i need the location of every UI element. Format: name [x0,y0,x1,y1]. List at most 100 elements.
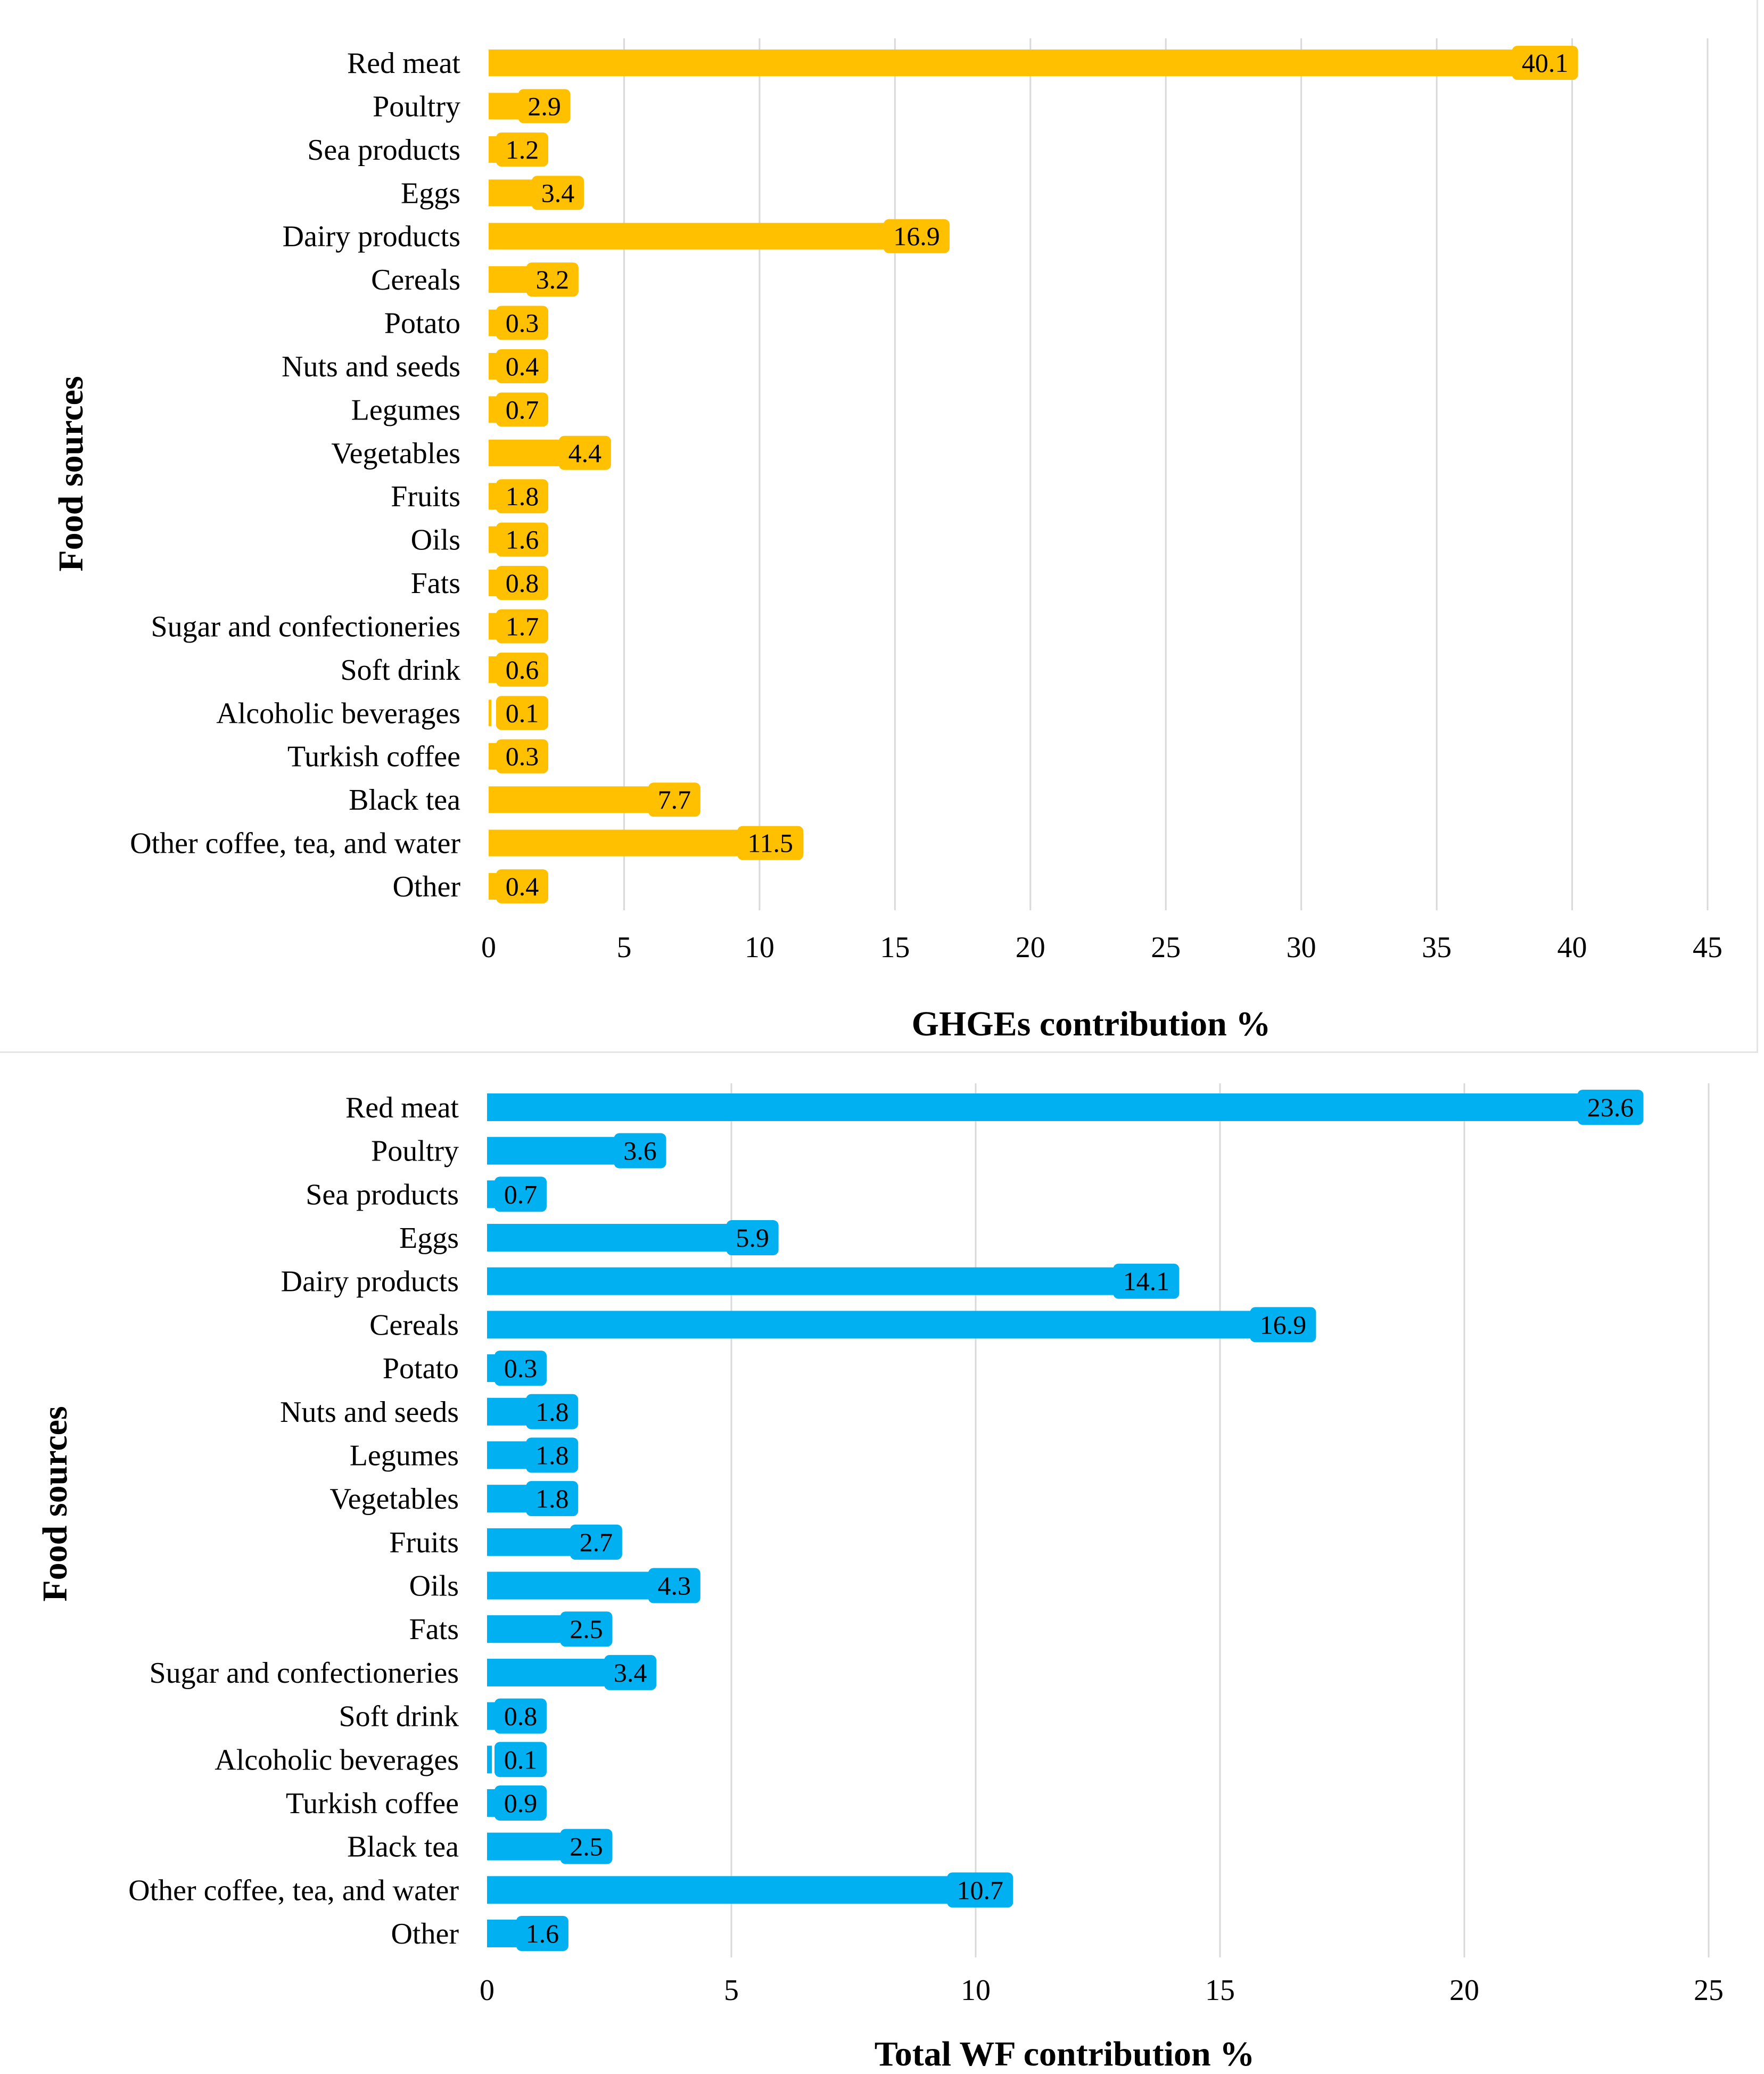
data-label: 0.8 [504,1701,538,1731]
data-label-box [496,739,548,773]
data-label-box [560,1829,613,1864]
wf-y-axis-title: Food sources [36,1406,75,1601]
bar [489,223,947,250]
data-label: 1.6 [506,525,539,555]
data-label: 1.7 [506,611,539,641]
category-label: Other [392,870,460,903]
x-tick-label: 0 [481,931,496,964]
data-label: 4.3 [657,1571,691,1601]
bar [487,1311,1313,1339]
category-label: Turkish coffee [287,740,460,773]
x-tick-label: 5 [724,1974,739,2007]
category-label: Nuts and seeds [280,1396,459,1429]
x-tick-label: 15 [1205,1974,1235,2007]
category-label: Red meat [347,47,460,80]
data-label-box [648,783,700,817]
bar [487,1267,1176,1295]
data-label: 3.6 [623,1136,657,1166]
data-label-box [726,1220,779,1256]
data-label-box [496,132,548,167]
data-label-box [1250,1307,1316,1343]
data-label: 23.6 [1587,1092,1634,1122]
data-label: 1.8 [535,1397,569,1427]
data-label-box [518,89,571,124]
category-label: Vegetables [329,1483,459,1516]
bar [487,1093,1641,1121]
data-label: 0.7 [504,1179,538,1209]
bar [489,309,497,336]
category-label: Potato [384,307,460,340]
data-label: 1.6 [526,1919,559,1948]
data-label-box [496,869,548,903]
x-tick-label: 5 [616,931,631,964]
data-label: 14.1 [1123,1266,1170,1296]
data-label: 1.8 [535,1440,569,1470]
ghg-chart-panel: 0 5 10 15 20 25 30 35 40 45 Red meat 40.1 Poultry 2.9… [0,0,1758,1053]
data-label: 0.6 [506,655,539,685]
category-label: Potato [383,1352,459,1385]
data-label: 0.1 [504,1744,538,1774]
data-label-box [1512,46,1578,80]
data-label-box [1577,1090,1644,1125]
x-tick-label: 30 [1287,931,1316,964]
data-label-box [496,479,548,514]
category-label: Poultry [373,90,460,123]
category-label: Sea products [306,1178,459,1211]
category-label: Cereals [371,264,460,297]
data-label: 0.4 [506,871,539,901]
category-label: Black tea [349,784,460,817]
ghg-y-axis-title: Food sources [52,376,90,571]
data-label-box [496,522,548,557]
category-label: Oils [411,524,460,557]
category-label: Eggs [399,1222,459,1255]
data-label-box [526,1437,579,1473]
wf-chart-panel: 0 5 10 15 20 25 Red meat 23.6 Poultry 3.6 Sea prod… [0,1057,1764,2074]
data-label-box [494,1742,547,1777]
data-label: 0.8 [506,568,539,598]
x-tick-label: 20 [1016,931,1045,964]
bar [487,1746,492,1774]
data-label: 1.8 [535,1484,569,1513]
x-tick-label: 20 [1449,1974,1479,2007]
data-label: 0.7 [506,394,539,424]
data-label-box [558,435,611,470]
wf-x-axis-title: Total WF contribution % [875,2035,1255,2073]
x-tick-label: 25 [1694,1974,1724,2007]
data-label-box [526,262,579,297]
category-label: Dairy products [283,220,460,253]
ghg-x-axis-title: GHGEs contribution % [912,1005,1271,1043]
data-label-box [496,392,548,427]
bar [489,743,497,770]
x-tick-label: 10 [745,931,774,964]
category-label: Legumes [350,1439,459,1472]
category-label: Other coffee, tea, and water [128,1874,459,1907]
data-label-box [648,1568,700,1603]
data-label-box [532,176,584,210]
x-tick-label: 0 [480,1974,494,2007]
data-label: 0.9 [504,1788,538,1818]
x-tick-label: 10 [961,1974,991,2007]
x-tick-label: 25 [1151,931,1181,964]
category-label: Fats [409,1613,459,1646]
x-tick-label: 35 [1422,931,1452,964]
data-label-box [516,1916,568,1951]
data-label: 1.8 [506,481,539,511]
ghg-bar-chart: 0 5 10 15 20 25 30 35 40 45 Red meat 40.1 Poultry 2.9… [52,38,1722,1043]
category-label: Oils [409,1570,459,1603]
category-label: Sugar and confectioneries [149,1657,459,1690]
data-label: 16.9 [893,221,940,251]
data-label-box [560,1611,613,1647]
category-label: Cereals [369,1308,459,1341]
data-label-box [494,1351,547,1386]
wf-bar-chart: 0 5 10 15 20 25 Red meat 23.6 Poultry 3.6 Sea prod… [36,1083,1724,2073]
data-label-box [496,609,548,644]
bar [487,1876,1010,1904]
category-label: Alcoholic beverages [216,697,460,730]
data-label-box [526,1481,579,1517]
data-label-box [496,349,548,383]
data-label-box [884,219,950,253]
category-label: Nuts and seeds [282,350,460,383]
data-label: 2.5 [570,1614,603,1644]
data-label: 0.3 [504,1353,538,1383]
category-label: Fats [411,567,460,600]
